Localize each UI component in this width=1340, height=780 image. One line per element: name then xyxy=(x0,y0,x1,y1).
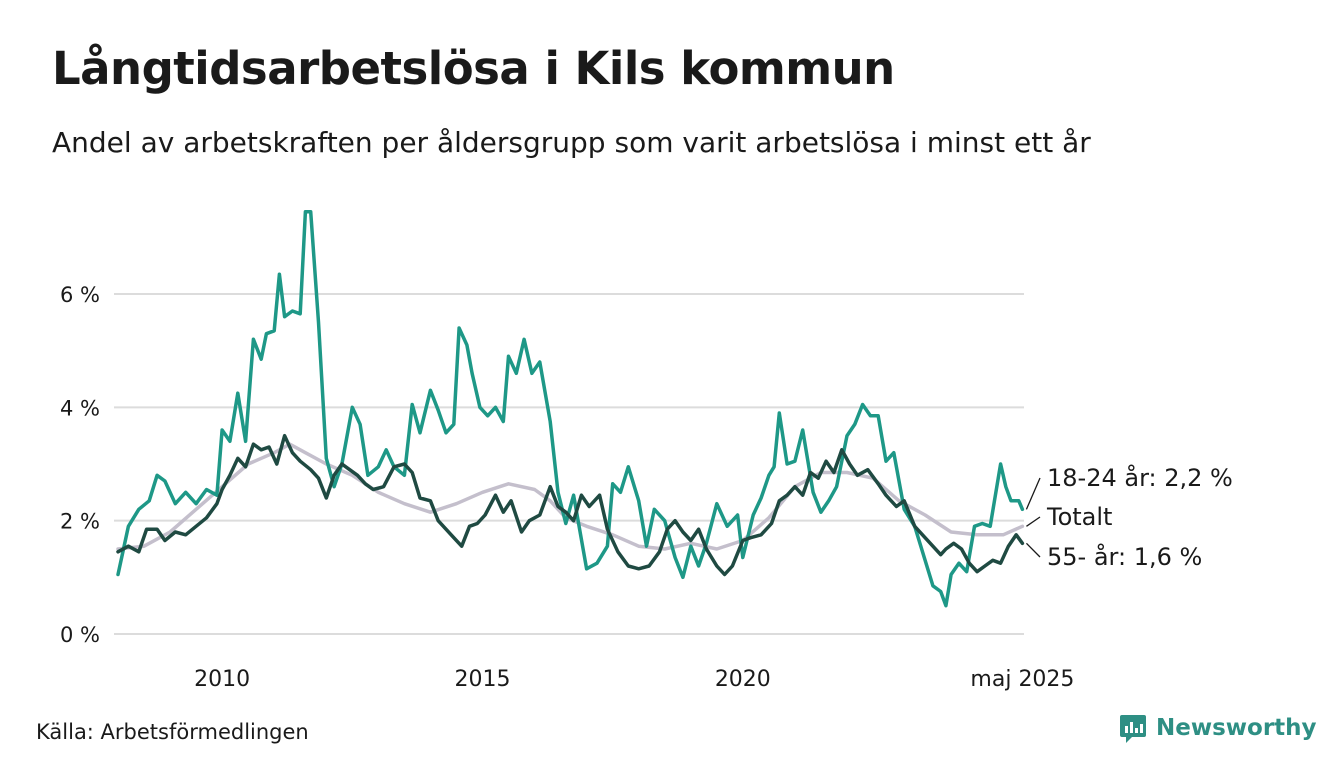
leader-line xyxy=(1025,477,1041,510)
x-tick-label: 2020 xyxy=(715,667,771,692)
x-axis-ticks: 2010 2015 2020 maj 2025 xyxy=(194,667,1074,692)
chart-title: Långtidsarbetslösa i Kils kommun xyxy=(52,42,895,95)
y-axis-ticks: 0 % 2 % 4 % 6 % xyxy=(60,283,100,647)
x-tick-label: 2010 xyxy=(194,667,250,692)
series-end-label: Totalt xyxy=(1046,503,1112,531)
brand-logo: Newsworthy xyxy=(1118,713,1317,743)
brand-name: Newsworthy xyxy=(1156,715,1317,741)
x-tick-label: 2015 xyxy=(454,667,510,692)
leader-line xyxy=(1025,542,1041,558)
series-end-label: 18-24 år: 2,2 % xyxy=(1047,463,1233,492)
x-tick-label: maj 2025 xyxy=(970,667,1074,692)
y-tick-label: 4 % xyxy=(60,396,100,420)
y-tick-label: 6 % xyxy=(60,283,100,307)
source-note: Källa: Arbetsförmedlingen xyxy=(36,720,309,744)
leader-line xyxy=(1026,516,1041,527)
y-tick-label: 2 % xyxy=(60,510,100,534)
series-line-2 xyxy=(116,433,1025,577)
y-tick-label: 0 % xyxy=(60,623,100,647)
end-labels: 18-24 år: 2,2 % Totalt 55- år: 1,6 % xyxy=(1025,463,1233,571)
series-end-label: 55- år: 1,6 % xyxy=(1047,542,1202,571)
newsworthy-logo-icon xyxy=(1120,715,1146,743)
chart-subtitle: Andel av arbetskraften per åldersgrupp s… xyxy=(52,126,1091,159)
series-line-0 xyxy=(116,442,1025,551)
grid-lines xyxy=(114,293,1024,635)
series-lines xyxy=(116,210,1025,608)
series-line-1 xyxy=(116,210,1025,608)
